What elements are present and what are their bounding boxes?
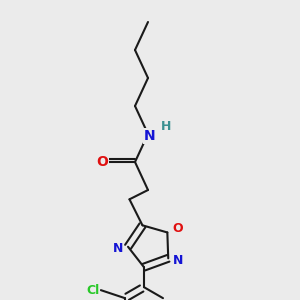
Text: Cl: Cl	[86, 284, 100, 297]
Text: H: H	[161, 119, 171, 133]
Text: N: N	[113, 242, 123, 255]
Text: N: N	[173, 254, 183, 267]
Text: N: N	[144, 129, 156, 143]
Text: O: O	[172, 222, 183, 235]
Text: O: O	[96, 155, 108, 169]
